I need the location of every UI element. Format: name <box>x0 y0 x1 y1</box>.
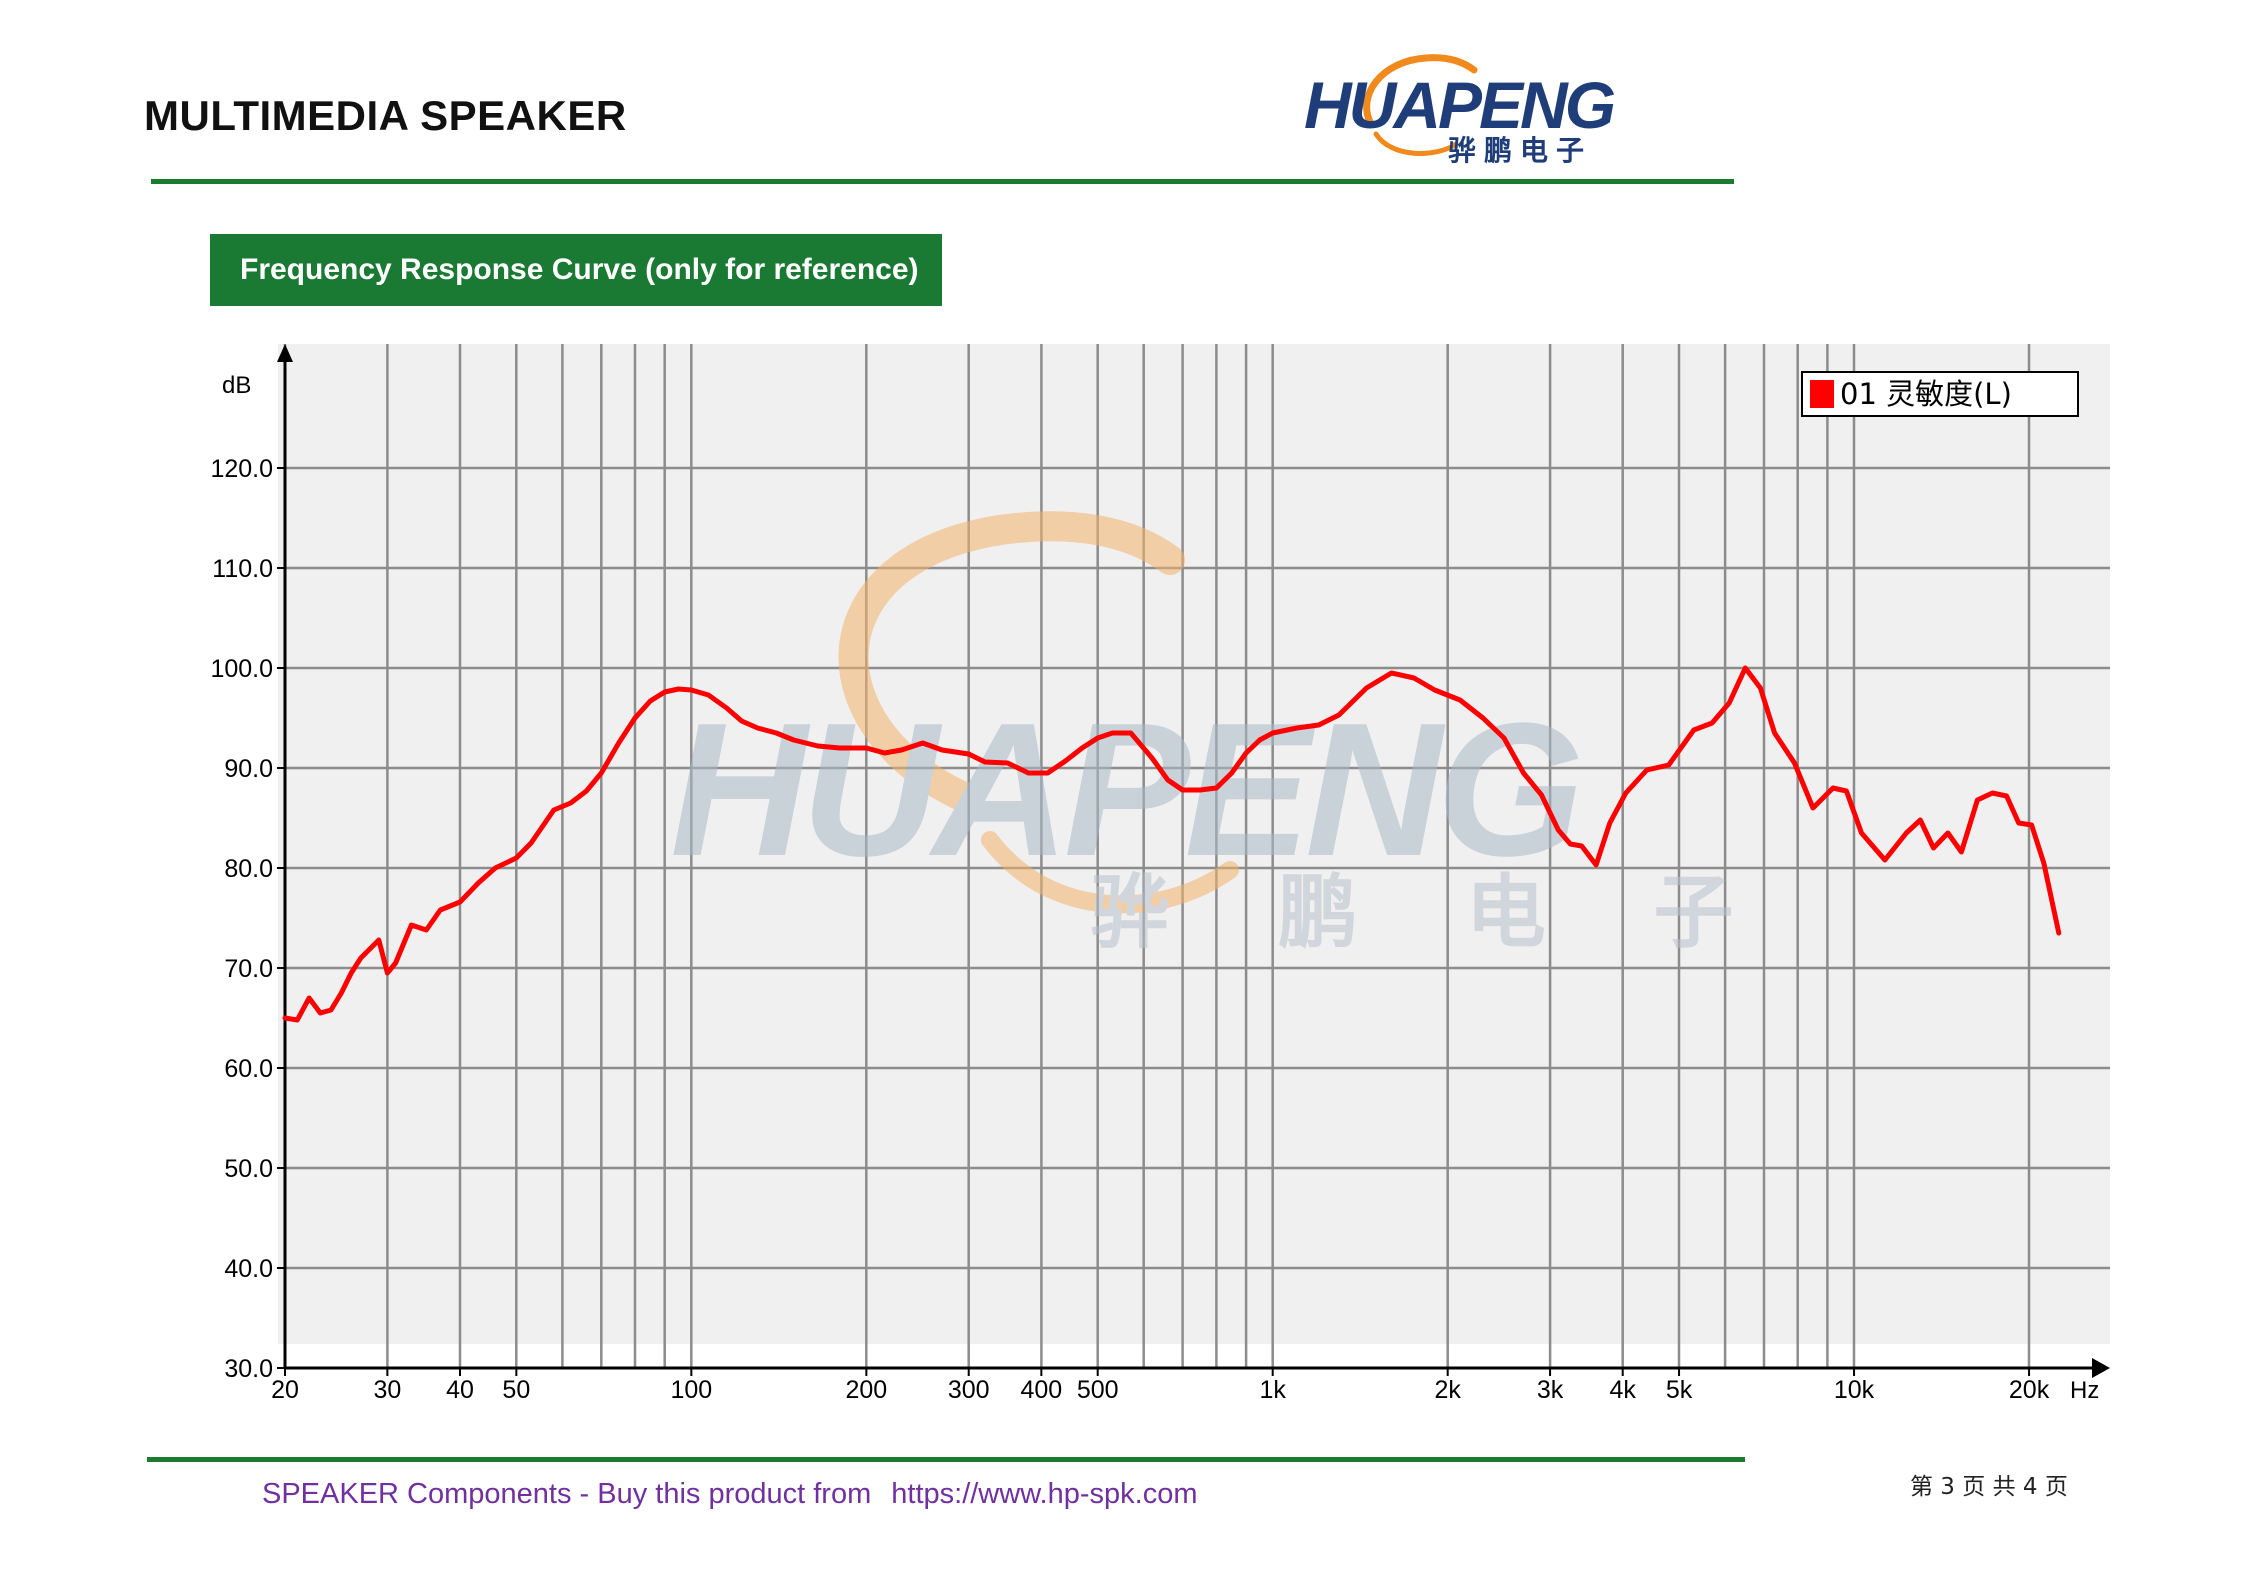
header-rule <box>151 179 1734 184</box>
footer-link[interactable]: https://www.hp-spk.com <box>891 1478 1198 1510</box>
watermark-arc-bottom <box>981 831 1239 914</box>
axes <box>277 344 2110 1378</box>
x-tick-label: 2k <box>1434 1376 1461 1404</box>
x-tick-label: 20 <box>271 1376 299 1404</box>
x-axis-arrow <box>2092 1358 2110 1378</box>
legend-box <box>1801 371 2079 417</box>
y-tick-label: 80.0 <box>224 855 273 883</box>
y-tick-label: 100.0 <box>210 655 273 683</box>
x-tick-label: 5k <box>1666 1376 1693 1404</box>
legend-swatch <box>1810 380 1834 408</box>
y-axis-arrow <box>277 344 293 362</box>
x-tick-label: 3k <box>1537 1376 1564 1404</box>
watermark: HUAPENG 骅 鹏 电 子 <box>670 511 1774 959</box>
footer-rule <box>147 1457 1745 1462</box>
series-line <box>282 665 2062 1023</box>
footer-text: SPEAKER Components - Buy this product fr… <box>262 1478 1197 1511</box>
logo-wordmark: HUAPENG <box>1304 68 1615 142</box>
legend: 01 灵敏度(L) <box>1801 371 2079 417</box>
huapeng-logo: HUAPENG 骅鹏电子 <box>1304 54 1618 166</box>
y-tick-label: 120.0 <box>210 455 273 483</box>
page-number: 第 3 页 共 4 页 <box>1910 1474 2068 1500</box>
x-tick-label: 300 <box>948 1376 990 1404</box>
frequency-response-chart: HUAPENG 骅 鹏 电 子 30.0 40.0 50.0 60.0 70.0 80.0… <box>170 330 2120 1420</box>
watermark-arc-top <box>838 511 1185 815</box>
footer-label: SPEAKER Components - Buy this product fr… <box>262 1478 872 1510</box>
y-tick-label: 110.0 <box>212 555 273 583</box>
x-tick-label: 40 <box>446 1376 474 1404</box>
logo-chinese: 骅鹏电子 <box>1448 134 1592 166</box>
watermark-chinese: 骅 鹏 电 子 <box>1090 866 1774 959</box>
x-tick-label: 200 <box>845 1376 887 1404</box>
y-tick-label: 50.0 <box>224 1155 273 1183</box>
y-tick-label: 60.0 <box>224 1055 273 1083</box>
x-tick-label: 100 <box>670 1376 712 1404</box>
document-title: MULTIMEDIA SPEAKER <box>144 92 627 139</box>
y-tick-label: 70.0 <box>224 955 273 983</box>
y-tick-label: 40.0 <box>224 1255 273 1283</box>
y-tick-label: 30.0 <box>224 1355 273 1383</box>
watermark-wordmark: HUAPENG <box>670 684 1578 896</box>
y-axis-unit: dB <box>222 372 251 399</box>
x-tick-label: 30 <box>373 1376 401 1404</box>
x-tick-label: 4k <box>1609 1376 1636 1404</box>
x-tick-label: 500 <box>1077 1376 1119 1404</box>
x-tick-label: 400 <box>1020 1376 1062 1404</box>
x-tick-label: 10k <box>1834 1376 1875 1404</box>
plot-area <box>278 344 2110 1344</box>
legend-label: 01 灵敏度(L) <box>1840 377 2012 411</box>
section-label: Frequency Response Curve (only for refer… <box>210 234 942 306</box>
x-axis-unit: Hz <box>2070 1377 2099 1404</box>
x-tick-label: 50 <box>502 1376 530 1404</box>
x-tick-label: 20k <box>2009 1376 2050 1404</box>
x-tick-label: 1k <box>1259 1376 1286 1404</box>
y-tick-label: 90.0 <box>224 755 273 783</box>
